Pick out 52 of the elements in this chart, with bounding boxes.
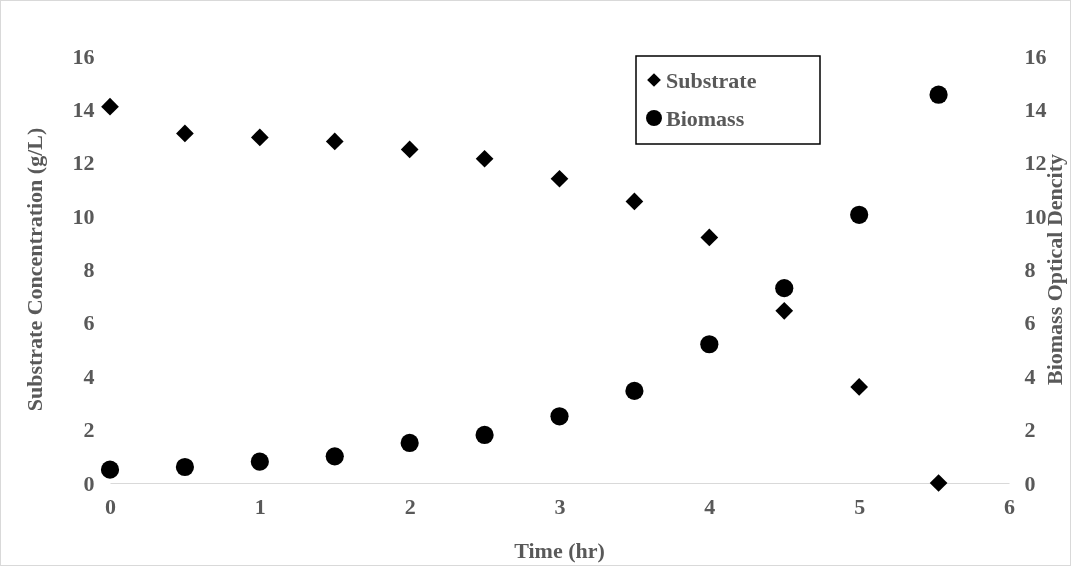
x-tick-label: 1	[254, 494, 266, 519]
point	[250, 128, 269, 147]
point	[700, 228, 719, 247]
point	[400, 140, 419, 159]
point	[475, 425, 494, 445]
legend-label: Substrate	[666, 67, 757, 93]
point	[929, 85, 948, 104]
point	[325, 132, 344, 151]
point	[850, 205, 869, 224]
point	[929, 474, 948, 492]
point	[550, 169, 569, 188]
point	[176, 124, 194, 143]
y-tick-label: 16	[72, 43, 95, 69]
point	[250, 452, 269, 471]
y2-tick-label: 8	[1024, 257, 1036, 283]
y-tick-label: 2	[83, 417, 95, 443]
y-tick-label: 10	[72, 203, 95, 229]
x-tick-label: 3	[554, 494, 566, 519]
x-tick-label: 5	[854, 494, 866, 519]
point	[400, 433, 419, 453]
y-axis-title: Substrate Concentration (g/L)	[22, 127, 47, 412]
y-tick-label: 14	[72, 96, 95, 122]
y-tick-label: 4	[83, 363, 95, 389]
point	[775, 279, 794, 298]
y2-tick-label: 14	[1024, 96, 1047, 122]
y2-tick-label: 2	[1024, 417, 1036, 443]
point	[550, 407, 569, 426]
y-tick-label: 12	[72, 150, 95, 176]
y2-tick-label: 16	[1024, 43, 1047, 69]
y-tick-label: 8	[83, 257, 95, 283]
point	[850, 378, 869, 396]
y2-tick-label: 12	[1024, 150, 1047, 176]
x-tick-label: 6	[1004, 494, 1015, 519]
point	[475, 149, 494, 168]
y-tick-label: 0	[83, 470, 95, 496]
x-axis-title: Time (hr)	[514, 538, 605, 563]
x-tick-label: 0	[105, 494, 116, 519]
point	[625, 381, 644, 401]
point	[325, 447, 344, 466]
point	[175, 457, 195, 477]
x-tick-label: 4	[704, 494, 716, 519]
y2-tick-label: 6	[1024, 310, 1036, 336]
point	[625, 192, 644, 211]
y-tick-label: 6	[83, 310, 95, 336]
x-tick-label: 2	[404, 494, 416, 519]
y2-tick-label: 0	[1024, 470, 1036, 496]
point	[101, 97, 119, 116]
legend-label: Biomass	[666, 105, 745, 131]
point	[100, 460, 120, 479]
point	[775, 302, 794, 320]
point	[700, 335, 719, 354]
y2-tick-label: 4	[1024, 363, 1036, 389]
